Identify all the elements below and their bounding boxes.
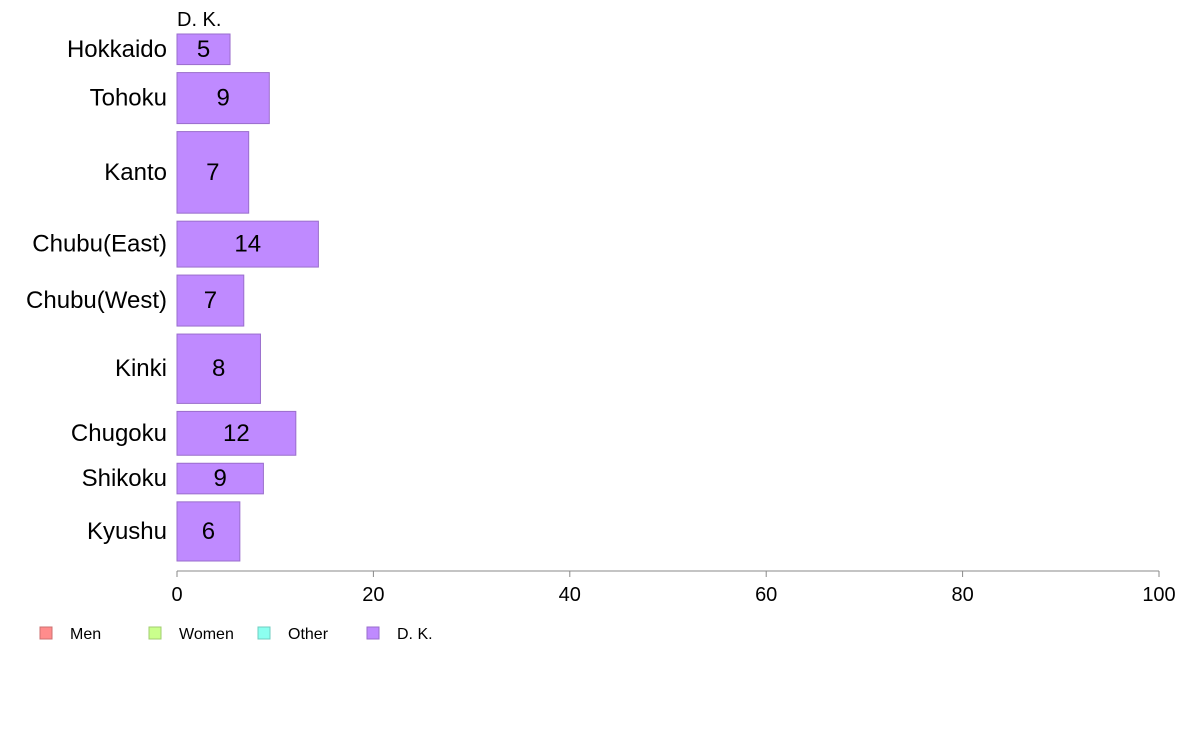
category-label: Hokkaido: [67, 36, 167, 63]
x-tick-label: 100: [1142, 584, 1175, 606]
bar-chugoku: [176, 410, 297, 456]
bar-kinki: [176, 333, 261, 404]
bar-value-label: 6: [202, 518, 215, 545]
bar-value-label: 7: [204, 287, 217, 314]
x-tick-label: 80: [951, 584, 973, 606]
category-label: Kinki: [115, 355, 167, 382]
category-label: Kanto: [104, 159, 167, 186]
x-axis: 0 20 40 60 80 100: [171, 570, 1176, 606]
legend-label: D. K.: [397, 626, 433, 643]
legend-label: Other: [288, 626, 329, 643]
x-tick-label: 40: [559, 584, 581, 606]
legend-label: Women: [179, 626, 234, 643]
bar-value-label: 9: [216, 85, 229, 112]
category-label: Tohoku: [90, 85, 167, 112]
bar-chubu-west: [176, 274, 245, 327]
x-tick-label: 0: [171, 584, 182, 606]
category-label: Chubu(East): [32, 231, 167, 258]
x-tick-label: 20: [362, 584, 384, 606]
bar-value-label: 5: [197, 36, 210, 63]
legend-label: Men: [70, 626, 101, 643]
legend: Men Women Other D. K.: [39, 626, 433, 643]
bar-value-label: 12: [223, 420, 250, 447]
series-title: D. K.: [177, 9, 221, 31]
bar-value-label: 9: [214, 465, 227, 492]
bar-value-label: 8: [212, 355, 225, 382]
bar-shikoku: [176, 462, 264, 495]
bar-value-label: 7: [206, 159, 219, 186]
legend-swatch: [257, 626, 271, 640]
category-label: Chugoku: [71, 420, 167, 447]
bar-tohoku: [176, 72, 270, 125]
x-tick-label: 60: [755, 584, 777, 606]
category-label: Kyushu: [87, 518, 167, 545]
legend-swatch: [366, 626, 380, 640]
bar-hokkaido: [176, 33, 231, 66]
category-label: Shikoku: [82, 465, 167, 492]
bar-value-label: 14: [234, 231, 261, 258]
bar-kanto: [176, 131, 250, 214]
bar-chubu-east: [176, 220, 319, 268]
legend-swatch: [39, 626, 53, 640]
category-labels: Hokkaido Tohoku Kanto Chubu(East) Chubu(West…: [26, 36, 167, 545]
bar-kyushu: [176, 501, 241, 562]
category-label: Chubu(West): [26, 287, 167, 314]
legend-swatch: [148, 626, 162, 640]
